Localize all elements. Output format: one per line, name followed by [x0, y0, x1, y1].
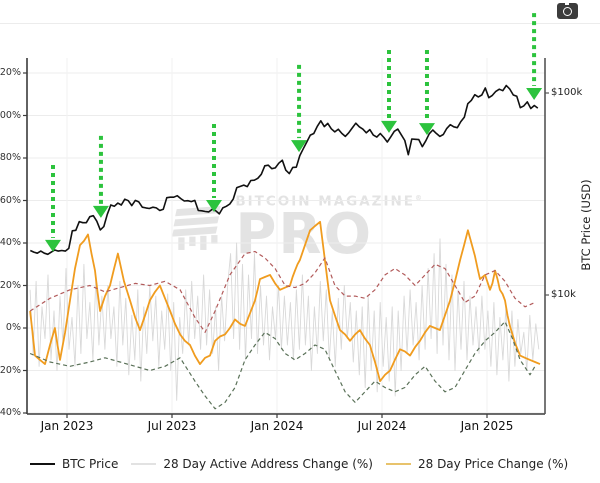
y-left-tick-label: −40%	[0, 407, 21, 418]
x-tick-label: Jan 2025	[460, 419, 514, 433]
x-tick-label: Jul 2024	[357, 419, 407, 433]
legend-label: 28 Day Active Address Change (%)	[163, 457, 373, 471]
y-left-tick-label: 0%	[5, 322, 21, 333]
header-divider	[0, 23, 600, 24]
y-left-tick-label: 80%	[0, 152, 21, 163]
screenshot-button[interactable]	[557, 3, 578, 19]
legend-item-active-address-change: 28 Day Active Address Change (%)	[131, 457, 373, 471]
y-left-tick-label: −20%	[0, 364, 21, 376]
camera-icon	[563, 3, 572, 16]
y-left-tick-label: 60%	[0, 194, 21, 206]
chart-plot-area[interactable]	[0, 0, 600, 450]
x-tick-label: Jan 2023	[40, 419, 94, 433]
y-left-tick-label: 120%	[0, 67, 21, 78]
y-left-tick-label: 40%	[0, 237, 21, 248]
legend-label: 28 Day Price Change (%)	[417, 457, 569, 471]
legend-item-price-change: 28 Day Price Change (%)	[385, 457, 569, 471]
y-left-tick-label: 100%	[0, 109, 21, 121]
active-address-swatch	[131, 463, 157, 465]
legend-label: BTC Price	[62, 457, 119, 471]
price-change-swatch	[385, 463, 411, 465]
legend: BTC Price 28 Day Active Address Change (…	[30, 457, 568, 471]
y-axis-right-title: BTC Price (USD)	[579, 179, 593, 271]
y-left-tick-label: 20%	[0, 279, 21, 291]
y-right-tick-label: $10k	[551, 289, 576, 300]
legend-item-btc-price: BTC Price	[30, 457, 118, 471]
y-right-tick-label: $100k	[551, 87, 583, 98]
x-tick-label: Jul 2023	[147, 419, 197, 433]
btc-price-swatch	[30, 463, 55, 465]
x-tick-label: Jan 2024	[250, 419, 304, 433]
